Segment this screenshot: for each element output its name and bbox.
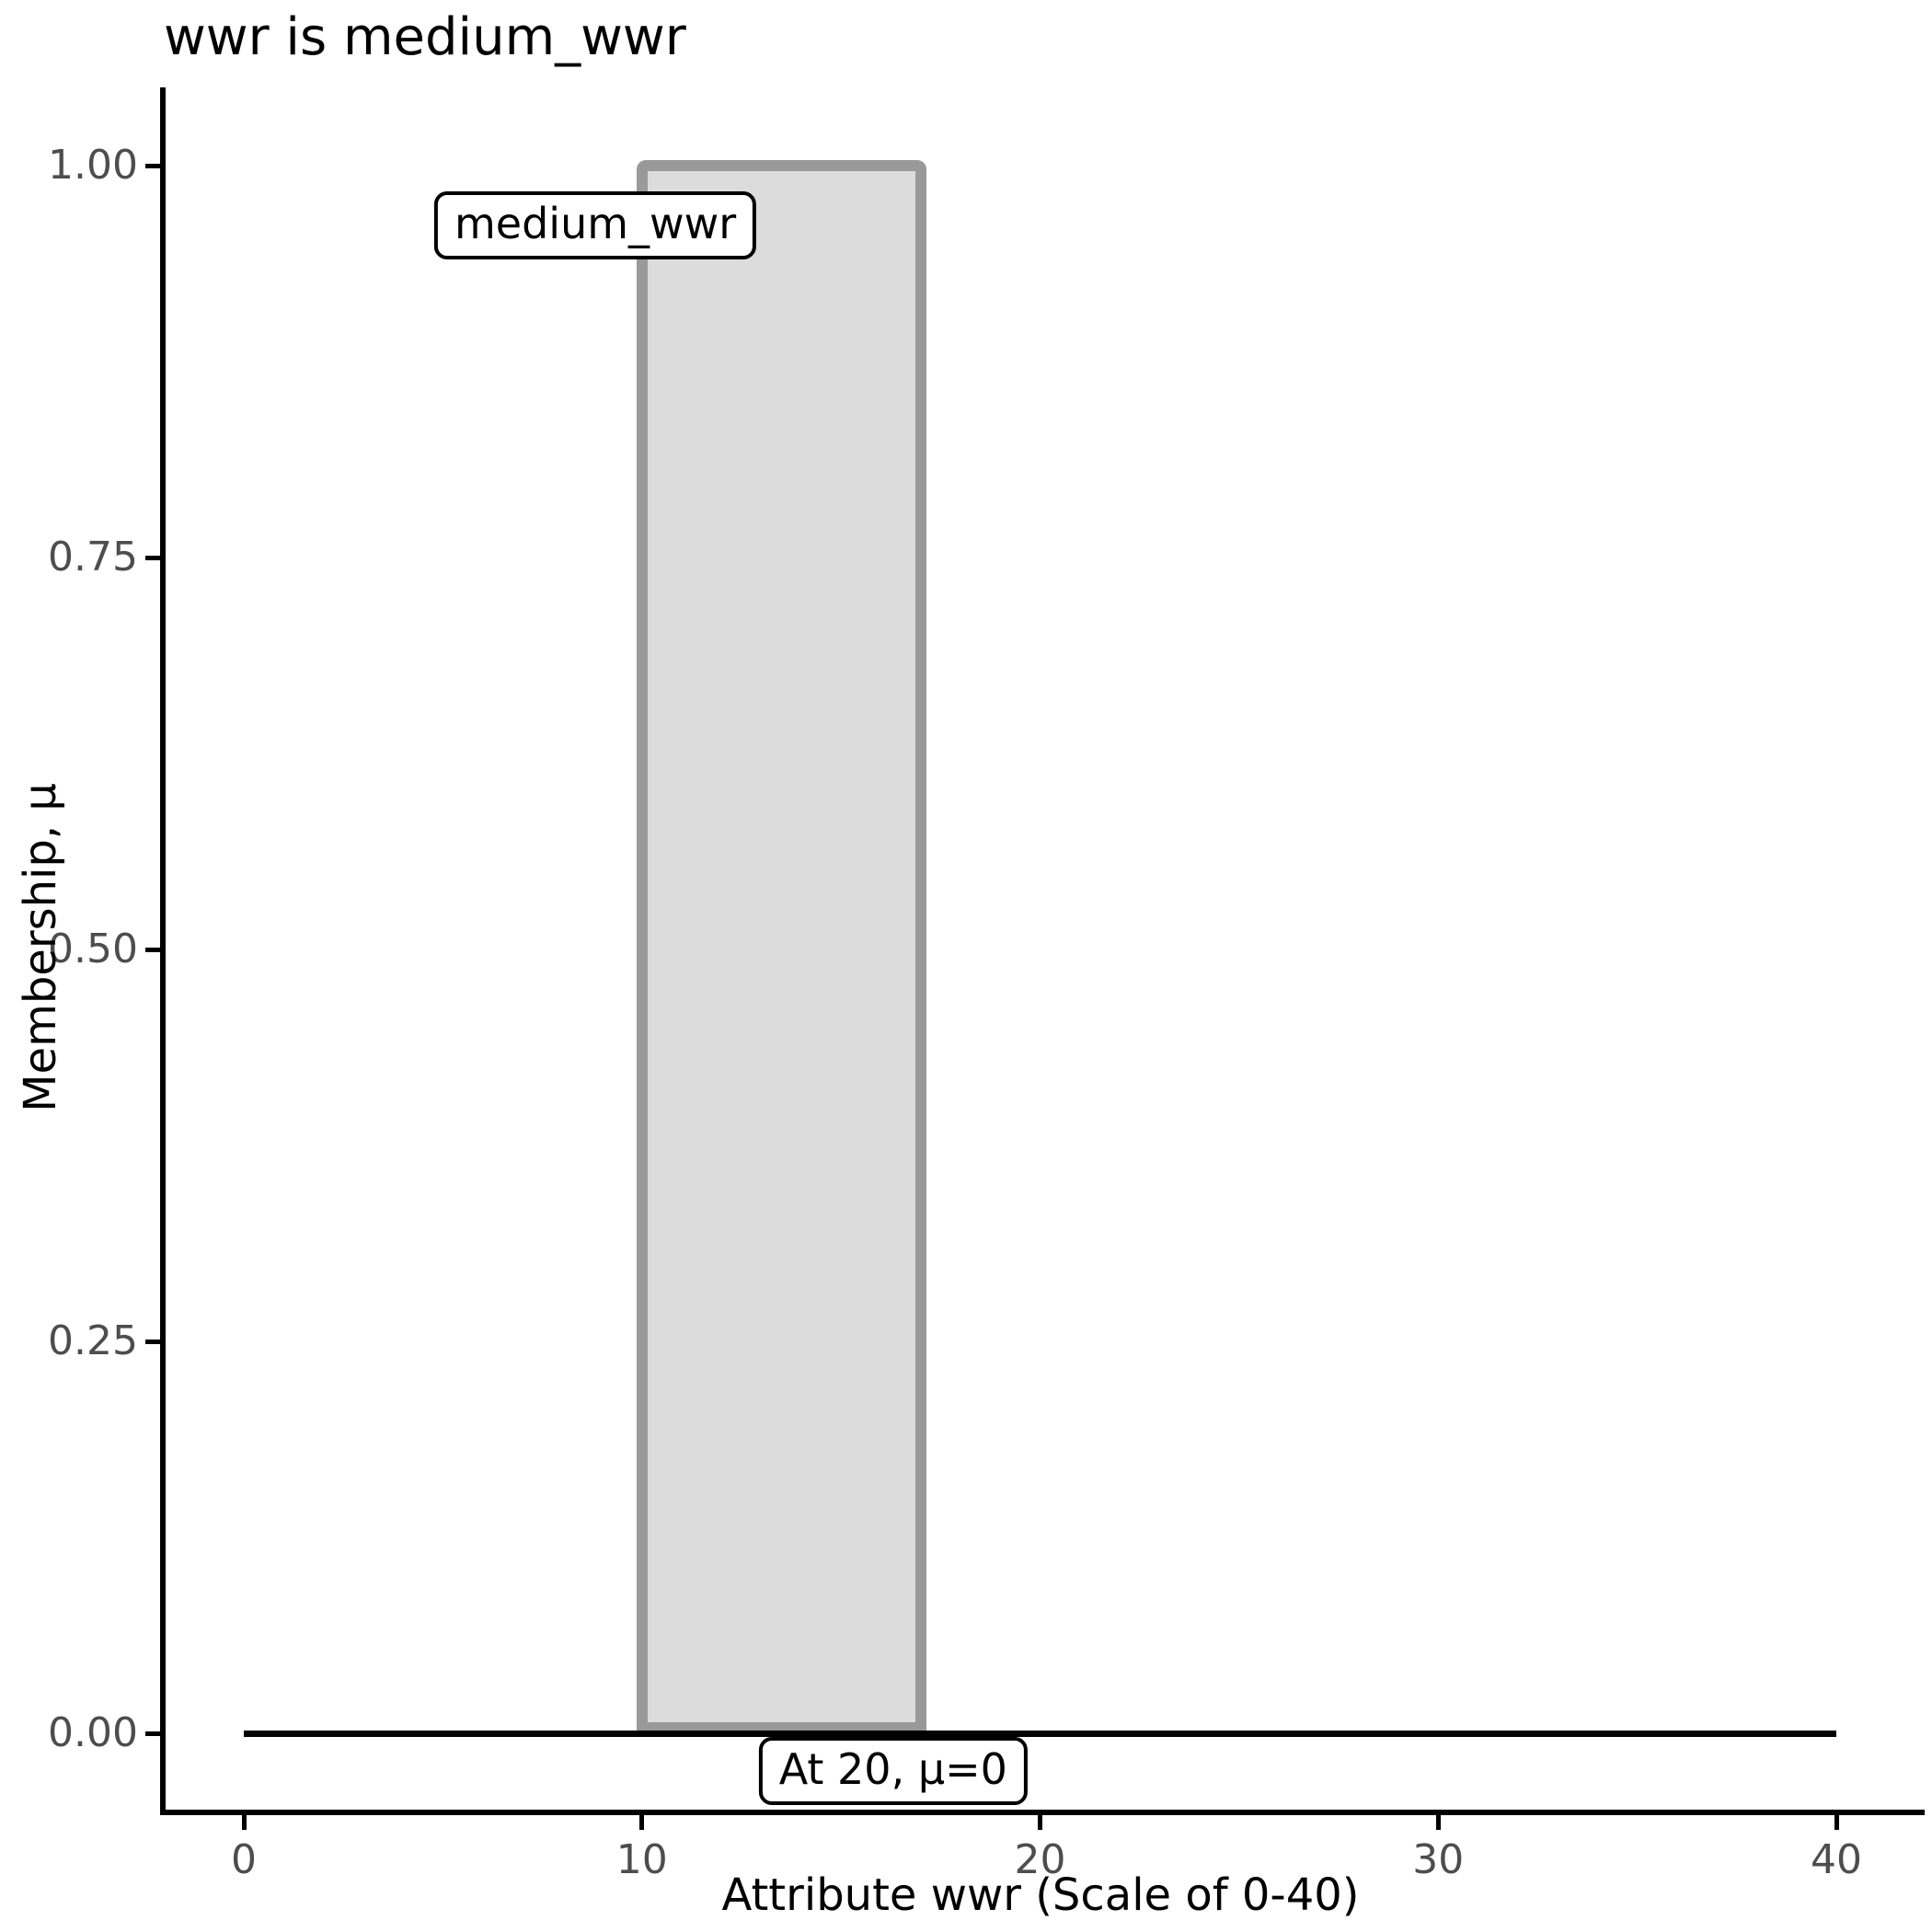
x-axis-line bbox=[160, 1810, 1925, 1815]
y-axis-title: Membership, μ bbox=[15, 783, 66, 1112]
x-tick-mark bbox=[1435, 1815, 1441, 1830]
x-tick-mark bbox=[241, 1815, 247, 1830]
y-tick-label: 0.00 bbox=[48, 1709, 138, 1756]
baseline-mu-zero-line bbox=[244, 1730, 1836, 1737]
y-tick-mark bbox=[145, 1339, 160, 1344]
x-tick-label: 10 bbox=[615, 1836, 668, 1883]
x-tick-label: 40 bbox=[1811, 1836, 1862, 1883]
y-tick-label: 0.25 bbox=[48, 1317, 138, 1364]
y-tick-mark bbox=[145, 1731, 160, 1736]
y-axis-line bbox=[160, 87, 166, 1815]
x-axis-title: Attribute wwr (Scale of 0-40) bbox=[721, 1869, 1360, 1921]
x-tick-mark bbox=[1038, 1815, 1042, 1830]
membership-rectangle-medium-wwr bbox=[636, 160, 926, 1733]
y-tick-mark bbox=[145, 555, 160, 560]
y-tick-label: 1.00 bbox=[48, 142, 138, 189]
x-tick-label: 0 bbox=[231, 1836, 257, 1883]
y-tick-label: 0.75 bbox=[48, 534, 138, 581]
x-tick-mark bbox=[639, 1815, 645, 1830]
annotation-label-box: At 20, μ=0 bbox=[758, 1736, 1028, 1805]
x-tick-label: 20 bbox=[1014, 1836, 1066, 1883]
x-tick-label: 30 bbox=[1412, 1836, 1465, 1883]
plot-title: wwr is medium_wwr bbox=[164, 7, 686, 67]
x-tick-mark bbox=[1834, 1815, 1839, 1830]
annotation-label-box: medium_wwr bbox=[434, 190, 757, 259]
y-tick-label: 0.50 bbox=[48, 926, 138, 972]
y-tick-mark bbox=[145, 947, 160, 952]
y-tick-mark bbox=[145, 163, 160, 168]
